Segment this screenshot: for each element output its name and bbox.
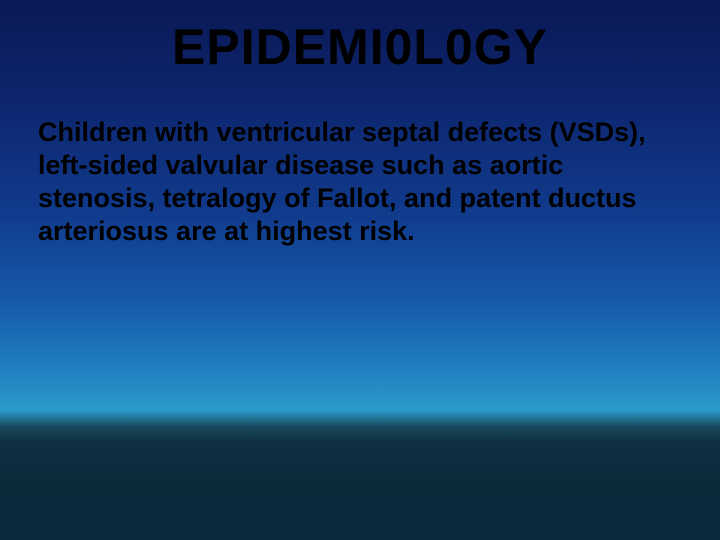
slide-body-text: Children with ventricular septal defects… (38, 116, 672, 248)
slide-title: EPIDEMI0L0GY (0, 18, 720, 76)
presentation-slide: EPIDEMI0L0GY Children with ventricular s… (0, 0, 720, 540)
